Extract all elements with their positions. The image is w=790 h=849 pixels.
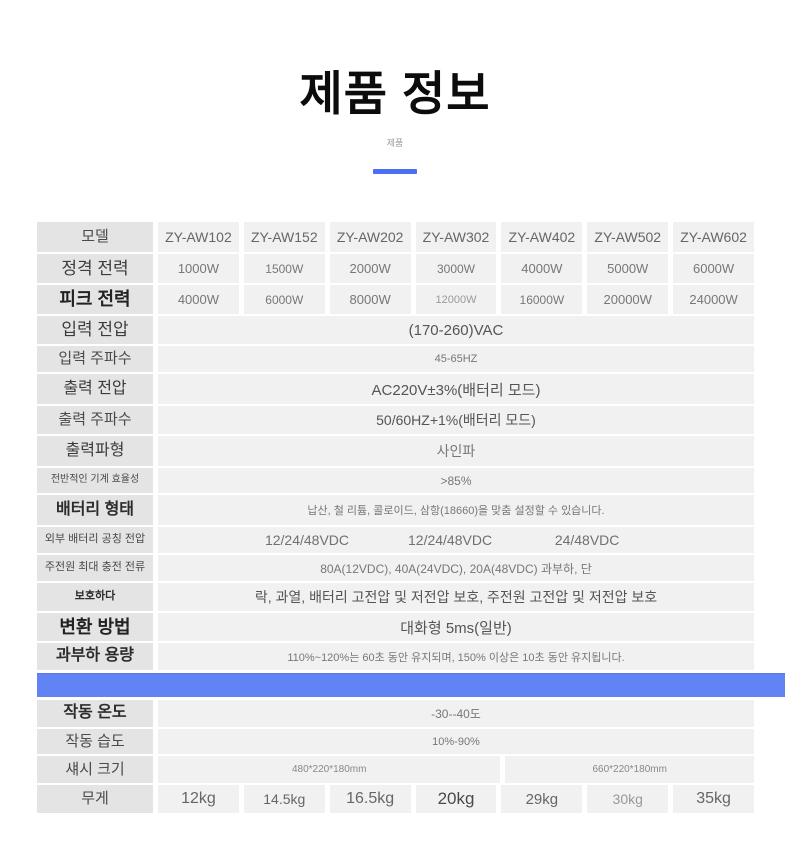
row-label-operating-temperature: 작동 온도 bbox=[37, 700, 153, 727]
efficiency-value: >85% bbox=[158, 468, 754, 493]
battery-type-value: 납산, 철 리튬, 콜로이드, 삼항(18660)을 맞춤 설정할 수 있습니다… bbox=[158, 495, 754, 525]
model-cell: ZY-AW302 bbox=[415, 222, 497, 252]
rated-power-cell: 1500W bbox=[243, 254, 325, 283]
peak-power-cell: 8000W bbox=[329, 285, 411, 314]
row-label-output-waveform: 출력파형 bbox=[37, 436, 153, 466]
table-row-operating-humidity: 작동 습도 10%-90% bbox=[37, 729, 754, 754]
table-row-rated-power: 정격 전력 1000W 1500W 2000W 3000W 4000W 5000… bbox=[37, 254, 755, 283]
table-row-protection: 보호하다 락, 과열, 배터리 고전압 및 저전압 보호, 주전원 고전압 및 … bbox=[37, 583, 754, 611]
rated-power-cell: 3000W bbox=[415, 254, 497, 283]
row-label-input-voltage: 입력 전압 bbox=[37, 316, 153, 344]
table-row-output-voltage: 출력 전압 AC220V±3%(배터리 모드) bbox=[37, 374, 754, 404]
table-row-overload-capacity: 과부하 용량 110%~120%는 60초 동안 유지되며, 150% 이상은 … bbox=[37, 643, 754, 670]
row-label-weight: 무게 bbox=[37, 785, 153, 813]
table-row-output-frequency: 출력 주파수 50/60HZ+1%(배터리 모드) bbox=[37, 406, 754, 434]
model-cell: ZY-AW402 bbox=[501, 222, 583, 252]
protection-value: 락, 과열, 배터리 고전압 및 저전압 보호, 주전원 고전압 및 저전압 보… bbox=[158, 583, 754, 611]
table-row-weight: 무게 12kg 14.5kg 16.5kg 20kg 29kg 30kg 35k… bbox=[37, 785, 755, 813]
blue-separator-band bbox=[37, 673, 785, 697]
overload-capacity-value: 110%~120%는 60초 동안 유지되며, 150% 이상은 10초 동안 … bbox=[158, 643, 754, 670]
peak-power-cell: 20000W bbox=[587, 285, 669, 314]
page-title: 제품 정보 bbox=[299, 67, 491, 120]
row-label-operating-humidity: 작동 습도 bbox=[37, 729, 153, 754]
row-label-output-frequency: 출력 주파수 bbox=[37, 406, 153, 434]
row-label-protection: 보호하다 bbox=[37, 583, 153, 611]
table-row-output-waveform: 출력파형 사인파 bbox=[37, 436, 754, 466]
table-row-efficiency: 전반적인 기계 효율성 >85% bbox=[37, 468, 754, 493]
weight-cell: 14.5kg bbox=[243, 785, 325, 813]
row-label-battery-nominal-voltage: 외부 배터리 공칭 전압 bbox=[37, 527, 153, 553]
battery-voltage-option: 24/48VDC bbox=[554, 532, 620, 548]
rated-power-cell: 4000W bbox=[501, 254, 583, 283]
page-subtitle: 제품 bbox=[386, 137, 404, 148]
input-voltage-value: (170-260)VAC bbox=[158, 316, 754, 344]
operating-temperature-value: -30--40도 bbox=[158, 700, 754, 727]
row-label-peak-power: 피크 전력 bbox=[37, 285, 153, 314]
battery-voltage-option: 12/24/48VDC bbox=[264, 532, 350, 548]
row-label-battery-type: 배터리 형태 bbox=[37, 495, 153, 525]
battery-nominal-voltage-values: 12/24/48VDC 12/24/48VDC 24/48VDC bbox=[158, 527, 754, 553]
weight-cell: 12kg bbox=[158, 785, 239, 813]
row-label-efficiency: 전반적인 기계 효율성 bbox=[37, 468, 153, 493]
accent-underline bbox=[373, 168, 417, 174]
output-voltage-value: AC220V±3%(배터리 모드) bbox=[158, 374, 754, 404]
peak-power-cell: 6000W bbox=[243, 285, 325, 314]
battery-voltage-option: 12/24/48VDC bbox=[408, 532, 493, 548]
row-label-overload-capacity: 과부하 용량 bbox=[37, 643, 153, 670]
peak-power-cell: 24000W bbox=[673, 285, 755, 314]
output-waveform-value: 사인파 bbox=[158, 436, 754, 466]
peak-power-cell: 16000W bbox=[501, 285, 583, 314]
max-charge-current-value: 80A(12VDC), 40A(24VDC), 20A(48VDC) 과부하, … bbox=[158, 555, 754, 581]
model-cell: ZY-AW502 bbox=[587, 222, 669, 252]
row-label-transfer-method: 변환 방법 bbox=[37, 613, 153, 641]
model-cell: ZY-AW602 bbox=[673, 222, 755, 252]
rated-power-cell: 5000W bbox=[587, 254, 669, 283]
weight-cell: 30kg bbox=[587, 785, 669, 813]
input-frequency-value: 45-65HZ bbox=[158, 346, 754, 372]
table-row-battery-nominal-voltage: 외부 배터리 공칭 전압 12/24/48VDC 12/24/48VDC 24/… bbox=[37, 527, 754, 553]
table-row-peak-power: 피크 전력 4000W 6000W 8000W 12000W 16000W 20… bbox=[37, 285, 755, 314]
model-cell: ZY-AW152 bbox=[243, 222, 325, 252]
transfer-method-value: 대화형 5ms(일반) bbox=[158, 613, 754, 641]
table-row-chassis-size: 섀시 크기 480*220*180mm 660*220*180mm bbox=[37, 756, 754, 783]
row-label-model: 모델 bbox=[37, 222, 153, 252]
chassis-size-cell: 480*220*180mm bbox=[158, 756, 501, 783]
table-row-model: 모델 ZY-AW102 ZY-AW152 ZY-AW202 ZY-AW302 Z… bbox=[37, 222, 755, 252]
weight-cell: 20kg bbox=[415, 785, 497, 813]
rated-power-cell: 1000W bbox=[158, 254, 239, 283]
spec-table: 모델 ZY-AW102 ZY-AW152 ZY-AW202 ZY-AW302 Z… bbox=[37, 222, 785, 815]
table-row-input-voltage: 입력 전압 (170-260)VAC bbox=[37, 316, 754, 344]
weight-cell: 16.5kg bbox=[329, 785, 411, 813]
rated-power-cell: 2000W bbox=[329, 254, 411, 283]
rated-power-cell: 6000W bbox=[673, 254, 755, 283]
peak-power-cell: 4000W bbox=[158, 285, 239, 314]
weight-cell: 35kg bbox=[673, 785, 755, 813]
table-row-max-charge-current: 주전원 최대 충전 전류 80A(12VDC), 40A(24VDC), 20A… bbox=[37, 555, 754, 581]
page-header: 제품 정보 제품 bbox=[0, 0, 790, 174]
model-cell: ZY-AW202 bbox=[329, 222, 411, 252]
row-label-rated-power: 정격 전력 bbox=[37, 254, 153, 283]
weight-cell: 29kg bbox=[501, 785, 583, 813]
table-row-battery-type: 배터리 형태 납산, 철 리튬, 콜로이드, 삼항(18660)을 맞춤 설정할… bbox=[37, 495, 754, 525]
row-label-output-voltage: 출력 전압 bbox=[37, 374, 153, 404]
row-label-chassis-size: 섀시 크기 bbox=[37, 756, 153, 783]
output-frequency-value: 50/60HZ+1%(배터리 모드) bbox=[158, 406, 754, 434]
table-row-operating-temperature: 작동 온도 -30--40도 bbox=[37, 700, 754, 727]
chassis-size-cell: 660*220*180mm bbox=[505, 756, 754, 783]
row-label-max-charge-current: 주전원 최대 충전 전류 bbox=[37, 555, 153, 581]
table-row-input-frequency: 입력 주파수 45-65HZ bbox=[37, 346, 754, 372]
table-row-transfer-method: 변환 방법 대화형 5ms(일반) bbox=[37, 613, 754, 641]
row-label-input-frequency: 입력 주파수 bbox=[37, 346, 153, 372]
peak-power-cell: 12000W bbox=[415, 285, 497, 314]
operating-humidity-value: 10%-90% bbox=[158, 729, 754, 754]
model-cell: ZY-AW102 bbox=[158, 222, 239, 252]
